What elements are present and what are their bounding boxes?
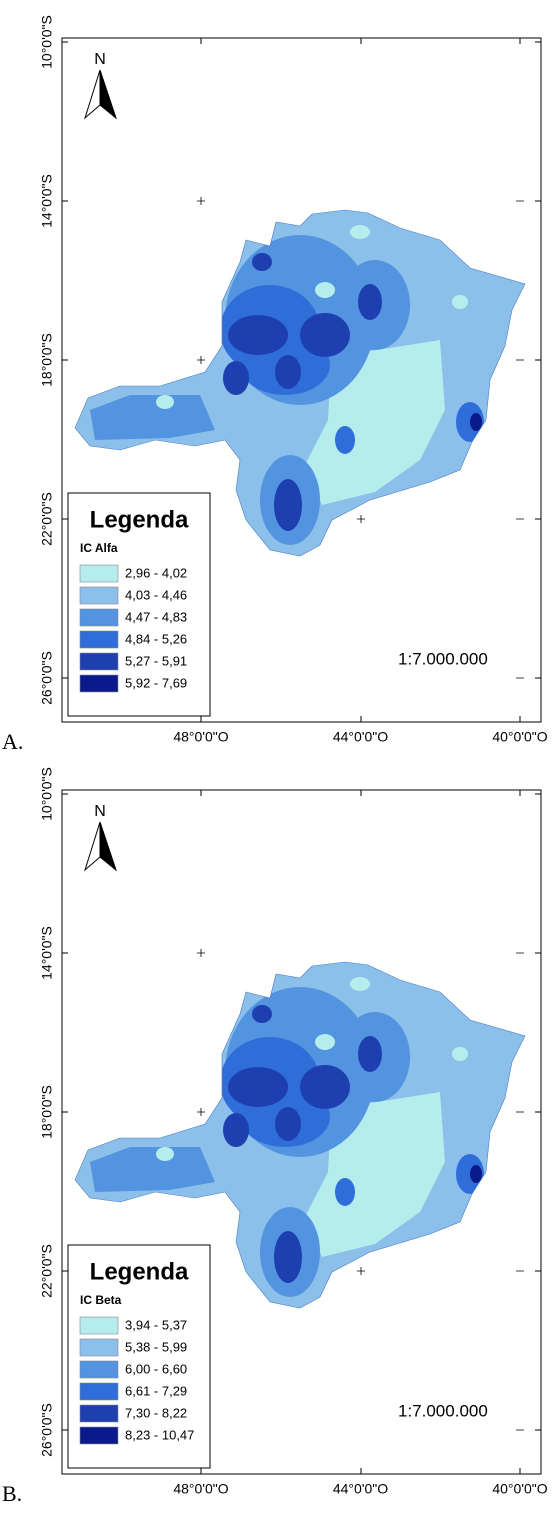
latitude-label: 10°0'0"S: [39, 15, 55, 69]
panel-label: B.: [2, 1481, 22, 1506]
legend-swatch: [79, 652, 119, 671]
longitude-label: 48°0'0"O: [173, 1481, 228, 1497]
legend-swatch: [79, 1382, 119, 1401]
longitude-label: 40°0'0"O: [492, 1481, 547, 1497]
north-label: N: [94, 51, 106, 68]
legend-swatch: [79, 630, 119, 649]
legend-label: 2,96 - 4,02: [125, 565, 187, 580]
legend-swatch: [79, 1338, 119, 1357]
latitude-label: 18°0'0"S: [39, 333, 55, 387]
latitude-label: 22°0'0"S: [39, 1244, 55, 1298]
legend-label: 4,47 - 4,83: [125, 609, 187, 624]
legend-swatch: [79, 586, 119, 605]
legend-label: 3,94 - 5,37: [125, 1317, 187, 1332]
longitude-label: 44°0'0"O: [333, 1481, 388, 1497]
legend-label: 7,30 - 8,22: [125, 1405, 187, 1420]
legend-swatch: [79, 674, 119, 693]
legend-swatch: [79, 608, 119, 627]
map-panel: 10°0'0"S 14°0'0"S 18°0'0"S 22°0'0"S 26°0'0"S…: [2, 767, 548, 1506]
panel-label: A.: [2, 729, 23, 754]
longitude-label: 40°0'0"O: [492, 729, 547, 745]
legend-label: 6,00 - 6,60: [125, 1361, 187, 1376]
legend-subtitle: IC Alfa: [80, 541, 118, 555]
north-label: N: [94, 803, 106, 820]
legend-swatch: [79, 1316, 119, 1335]
legend-title: Legenda: [90, 1258, 189, 1285]
scale-label: 1:7.000.000: [398, 649, 488, 668]
latitude-label: 26°0'0"S: [39, 651, 55, 705]
legend-label: 5,92 - 7,69: [125, 675, 187, 690]
legend-swatch: [79, 564, 119, 583]
latitude-label: 26°0'0"S: [39, 1403, 55, 1457]
legend-label: 5,27 - 5,91: [125, 653, 187, 668]
latitude-label: 18°0'0"S: [39, 1085, 55, 1139]
latitude-label: 22°0'0"S: [39, 492, 55, 546]
legend-title: Legenda: [90, 506, 189, 533]
longitude-label: 44°0'0"O: [333, 729, 388, 745]
longitude-label: 48°0'0"O: [173, 729, 228, 745]
legend-label: 5,38 - 5,99: [125, 1339, 187, 1354]
legend-subtitle: IC Beta: [80, 1293, 122, 1307]
legend-label: 8,23 - 10,47: [125, 1427, 194, 1442]
legend-swatch: [79, 1404, 119, 1423]
legend-label: 4,03 - 4,46: [125, 587, 187, 602]
legend-swatch: [79, 1360, 119, 1379]
scale-label: 1:7.000.000: [398, 1401, 488, 1420]
latitude-label: 14°0'0"S: [39, 174, 55, 228]
legend-swatch: [79, 1426, 119, 1445]
legend-label: 6,61 - 7,29: [125, 1383, 187, 1398]
map-panel: 10°0'0"S 14°0'0"S 18°0'0"S 22°0'0"S 26°0'0"S…: [2, 15, 548, 754]
legend-label: 4,84 - 5,26: [125, 631, 187, 646]
latitude-label: 14°0'0"S: [39, 926, 55, 980]
latitude-label: 10°0'0"S: [39, 767, 55, 821]
